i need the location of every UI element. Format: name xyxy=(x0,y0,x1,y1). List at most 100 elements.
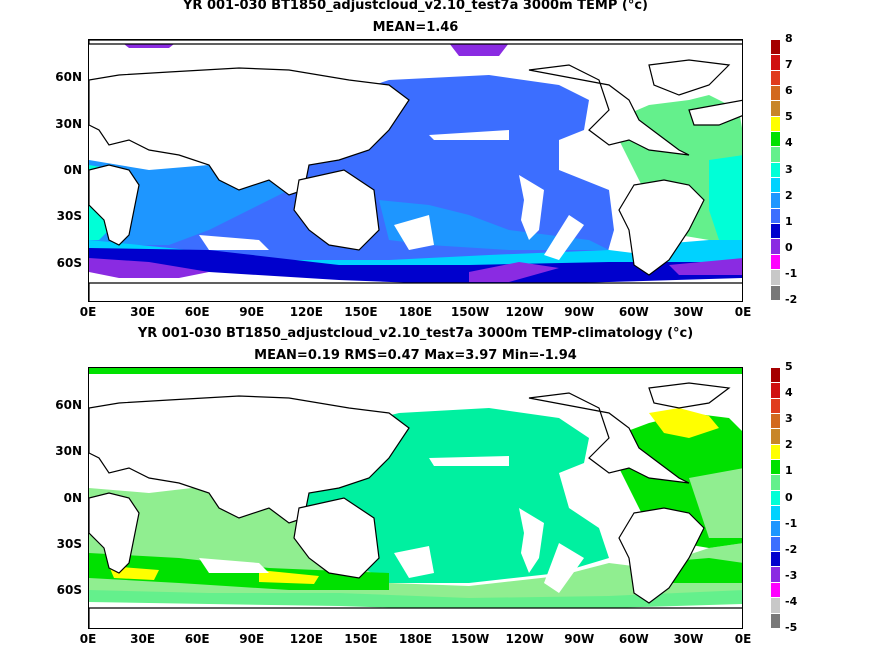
panel2-lat-30n: 30N xyxy=(55,444,82,458)
colorbar-swatch xyxy=(771,581,780,598)
panel1-lat-30s: 30S xyxy=(56,209,82,223)
panel1-lon-label: 90W xyxy=(564,305,595,319)
panel1-lat-30n: 30N xyxy=(55,117,82,131)
colorbar-swatch xyxy=(771,397,780,414)
panel1-lon-label: 120W xyxy=(505,305,544,319)
colorbar-swatch xyxy=(771,520,780,536)
panel1-lon-label: 90E xyxy=(239,305,265,319)
panel2-lon-label: 30W xyxy=(673,632,704,646)
colorbar-swatch xyxy=(771,566,780,582)
colorbar-label: 0 xyxy=(785,240,793,254)
colorbar-swatch xyxy=(771,597,780,613)
panel2-lat-60s: 60S xyxy=(56,583,82,597)
panel1-lon-label: 180E xyxy=(398,305,433,319)
panel2-lon-label: 90W xyxy=(564,632,595,646)
colorbar-label: -4 xyxy=(785,594,798,608)
panel1-lat-60n: 60N xyxy=(55,70,82,84)
colorbar-swatch xyxy=(771,253,780,270)
colorbar-swatch xyxy=(771,146,780,162)
colorbar-label: 8 xyxy=(785,32,793,45)
colorbar-label: -2 xyxy=(785,542,798,556)
colorbar-label: 2 xyxy=(785,438,793,452)
colorbar-swatch xyxy=(771,459,780,475)
panel1-lon-label: 30W xyxy=(673,305,704,319)
panel2-lat-30s: 30S xyxy=(56,537,82,551)
colorbar-label: -1 xyxy=(785,516,798,530)
panel2-lon-label: 120E xyxy=(289,632,323,646)
panel1-lat-0n: 0N xyxy=(63,163,82,177)
panel2-title: YR 001-030 BT1850_adjustcloud_v2.10_test… xyxy=(137,326,694,341)
colorbar-swatch xyxy=(771,413,780,429)
colorbar-swatch xyxy=(771,39,780,55)
colorbar-label: -5 xyxy=(785,621,798,634)
panel2-lon-label: 0E xyxy=(734,632,752,646)
panel1-lon-label: 150E xyxy=(344,305,378,319)
colorbar-swatch xyxy=(771,269,780,285)
colorbar-label: 6 xyxy=(785,84,793,98)
colorbar-swatch xyxy=(771,612,780,628)
colorbar-label: 1 xyxy=(785,464,793,478)
panel2-colorbar xyxy=(771,367,780,628)
colorbar-swatch xyxy=(771,161,780,178)
colorbar-swatch xyxy=(771,505,780,521)
colorbar-swatch xyxy=(771,367,780,383)
panel1-lon-label: 60W xyxy=(618,305,649,319)
panel2-lat-60n: 60N xyxy=(55,398,82,412)
colorbar-swatch xyxy=(771,54,780,70)
panel2-lon-label: 90E xyxy=(239,632,265,646)
colorbar-swatch xyxy=(771,238,780,254)
colorbar-label: 7 xyxy=(785,58,793,72)
colorbar-label: 4 xyxy=(785,136,793,150)
colorbar-swatch xyxy=(771,100,780,116)
colorbar-label: 1 xyxy=(785,214,793,228)
colorbar-label: 0 xyxy=(785,490,793,504)
panel2-field xyxy=(89,368,742,628)
panel1-lon-label: 150W xyxy=(450,305,490,319)
colorbar-swatch xyxy=(771,474,780,490)
colorbar-swatch xyxy=(771,85,780,101)
panel1-colorbar xyxy=(771,39,780,300)
panel2-lon-label: 180E xyxy=(398,632,433,646)
panel1-lat-60s: 60S xyxy=(56,256,82,270)
colorbar-label: 4 xyxy=(785,386,793,400)
colorbar-swatch xyxy=(771,443,780,460)
colorbar-swatch xyxy=(771,223,780,239)
colorbar-label: 5 xyxy=(785,110,793,124)
panel2-map xyxy=(88,367,743,629)
panel1-lon-label: 0E xyxy=(79,305,97,319)
panel2-lat-0n: 0N xyxy=(63,491,82,505)
colorbar-label: -1 xyxy=(785,266,798,280)
panel2-lon-label: 120W xyxy=(505,632,544,646)
panel2-lon-label: 60W xyxy=(618,632,649,646)
colorbar-swatch xyxy=(771,69,780,86)
colorbar-label: -3 xyxy=(785,568,798,582)
colorbar-label: 5 xyxy=(785,360,793,373)
colorbar-swatch xyxy=(771,551,780,567)
colorbar-swatch xyxy=(771,284,780,300)
panel1-lon-label: 30E xyxy=(130,305,156,319)
colorbar-swatch xyxy=(771,207,780,224)
panel2-lon-label: 0E xyxy=(79,632,97,646)
colorbar-label: 3 xyxy=(785,162,793,176)
panel1-map xyxy=(88,39,743,302)
panel1-lon-label: 60E xyxy=(184,305,210,319)
panel1-title: YR 001-030 BT1850_adjustcloud_v2.10_test… xyxy=(183,0,648,13)
colorbar-swatch xyxy=(771,428,780,444)
panel2-lon-label: 60E xyxy=(184,632,210,646)
panel1-lon-label: 120E xyxy=(289,305,323,319)
colorbar-swatch xyxy=(771,489,780,506)
colorbar-swatch xyxy=(771,177,780,193)
colorbar-swatch xyxy=(771,131,780,147)
panel1-mean: MEAN=1.46 xyxy=(372,20,459,35)
colorbar-swatch xyxy=(771,192,780,208)
panel1-lon-label: 0E xyxy=(734,305,752,319)
panel2-lon-label: 150E xyxy=(344,632,378,646)
panel2-lon-label: 30E xyxy=(130,632,156,646)
panel2-stats: MEAN=0.19 RMS=0.47 Max=3.97 Min=-1.94 xyxy=(254,348,577,363)
colorbar-label: 2 xyxy=(785,188,793,202)
panel2-lon-label: 150W xyxy=(450,632,490,646)
colorbar-label: 3 xyxy=(785,412,793,426)
colorbar-label: -2 xyxy=(785,293,798,306)
colorbar-swatch xyxy=(771,382,780,398)
colorbar-swatch xyxy=(771,535,780,552)
